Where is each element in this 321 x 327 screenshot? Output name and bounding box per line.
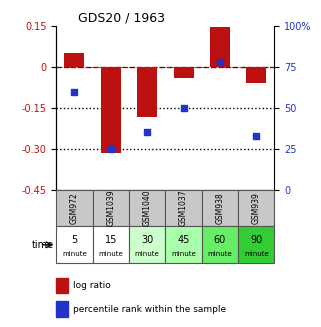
Bar xyxy=(165,226,202,263)
Bar xyxy=(165,190,202,226)
Bar xyxy=(56,278,68,293)
Bar xyxy=(92,226,129,263)
Text: minute: minute xyxy=(207,251,232,257)
Text: 15: 15 xyxy=(105,235,117,245)
Point xyxy=(108,146,113,151)
Text: percentile rank within the sample: percentile rank within the sample xyxy=(73,305,226,314)
Bar xyxy=(64,53,84,67)
Bar xyxy=(92,190,129,226)
Text: GSM939: GSM939 xyxy=(252,192,261,224)
Bar xyxy=(210,27,230,67)
Bar xyxy=(246,67,266,83)
Text: 90: 90 xyxy=(250,235,262,245)
Text: 30: 30 xyxy=(141,235,153,245)
Bar xyxy=(173,67,194,78)
Bar xyxy=(56,301,68,317)
Point xyxy=(217,60,222,65)
Bar xyxy=(202,226,238,263)
Point xyxy=(72,89,77,94)
Text: GSM1037: GSM1037 xyxy=(179,190,188,226)
Bar xyxy=(101,67,121,153)
Text: GSM972: GSM972 xyxy=(70,192,79,224)
Text: GSM1040: GSM1040 xyxy=(143,190,152,226)
Point xyxy=(181,105,186,111)
Bar xyxy=(129,226,165,263)
Text: log ratio: log ratio xyxy=(73,281,111,290)
Text: GSM1039: GSM1039 xyxy=(106,190,115,226)
Text: GDS20 / 1963: GDS20 / 1963 xyxy=(78,12,165,25)
Bar xyxy=(56,226,92,263)
Bar xyxy=(238,190,274,226)
Text: minute: minute xyxy=(62,251,87,257)
Text: minute: minute xyxy=(171,251,196,257)
Text: minute: minute xyxy=(98,251,123,257)
Text: minute: minute xyxy=(135,251,160,257)
Point xyxy=(144,130,150,135)
Text: time: time xyxy=(32,240,54,250)
Bar xyxy=(129,190,165,226)
Text: 5: 5 xyxy=(71,235,77,245)
Text: 45: 45 xyxy=(177,235,190,245)
Bar xyxy=(137,67,157,117)
Bar xyxy=(56,190,92,226)
Text: minute: minute xyxy=(244,251,269,257)
Point xyxy=(254,133,259,138)
Text: 60: 60 xyxy=(214,235,226,245)
Bar xyxy=(238,226,274,263)
Bar xyxy=(202,190,238,226)
Text: GSM938: GSM938 xyxy=(215,192,224,224)
